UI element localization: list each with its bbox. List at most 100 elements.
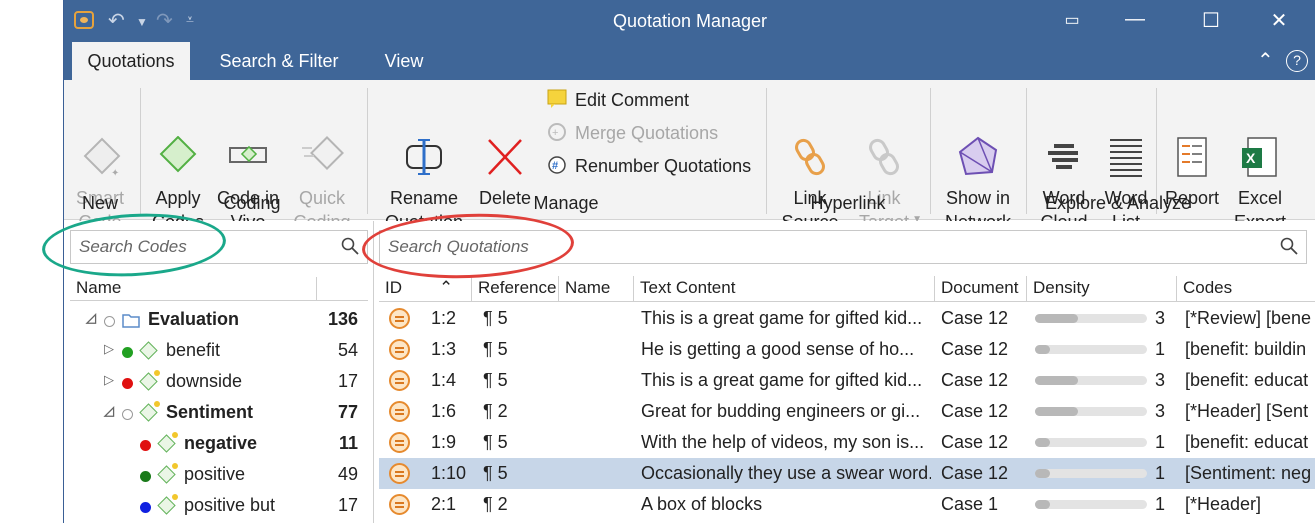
tree-item-label: Sentiment — [166, 402, 254, 422]
cell-text-content: Great for budding engineers or gi... — [641, 401, 921, 421]
word-list-icon — [1104, 112, 1148, 177]
cell-id: 1:10 — [431, 463, 467, 483]
search-icon[interactable] — [341, 237, 359, 255]
color-dot-icon — [122, 378, 133, 389]
renumber-icon: # — [547, 155, 567, 175]
ribbon: ✦ Smart Code New Apply Codes Code in Viv… — [64, 80, 1315, 232]
undo-dropdown-icon[interactable]: ▼ — [136, 15, 148, 29]
table-row[interactable]: 1:3 ¶ 5 He is getting a good sense of ho..… — [379, 334, 1315, 365]
comment-icon — [547, 89, 567, 109]
tree-item[interactable]: ▷ benefit 54 — [70, 336, 368, 367]
table-row[interactable]: 1:4 ¶ 5 This is a great game for gifted ki… — [379, 365, 1315, 396]
table-row[interactable]: 2:1 ¶ 2 A box of blocks Case 1 1 [*Header] — [379, 489, 1315, 520]
separator — [1026, 88, 1027, 214]
column-document[interactable]: Document — [935, 276, 1027, 302]
expander-icon[interactable]: ▷ — [104, 341, 114, 356]
column-name[interactable]: Name — [559, 276, 634, 302]
collapse-ribbon-icon[interactable]: ⌃ — [1257, 50, 1274, 72]
group-coding-label: Coding — [223, 193, 281, 213]
quotation-icon — [389, 494, 410, 515]
tree-item[interactable]: negative 11 — [70, 429, 368, 460]
density-fill — [1035, 469, 1050, 478]
cell-codes: [*Review] [bene — [1185, 308, 1312, 328]
density-bar — [1035, 407, 1147, 416]
expander-icon[interactable]: ◿ — [104, 403, 114, 418]
quotation-icon — [389, 401, 410, 422]
renumber-quotations-label: Renumber Quotations — [575, 156, 752, 176]
cell-text-content: This is a great game for gifted kid... — [641, 308, 923, 328]
cell-document: Case 12 — [941, 432, 1009, 452]
maximize-button[interactable]: ☐ — [1202, 10, 1220, 32]
density-fill — [1035, 345, 1050, 354]
quotations-pane: Search Quotations ID ⌃ Reference Name Tex… — [375, 221, 1315, 523]
restore-ribbon-icon[interactable]: ▭ — [1064, 12, 1080, 29]
edit-comment-button[interactable]: Edit Comment — [547, 88, 689, 112]
cell-document: Case 12 — [941, 401, 1009, 421]
table-row[interactable]: 1:10 ¶ 5 Occasionally they use a swear wor… — [379, 458, 1315, 489]
comment-marker-icon — [172, 494, 178, 500]
cell-reference: ¶ 5 — [483, 432, 508, 452]
edit-comment-label: Edit Comment — [575, 90, 690, 110]
minimize-button[interactable]: — — [1125, 8, 1145, 30]
expander-icon[interactable]: ▷ — [104, 372, 114, 387]
redo-icon[interactable]: ↷ — [156, 10, 173, 32]
tree-item-label: benefit — [166, 340, 221, 360]
tree-item[interactable]: ◿ Evaluation 136 — [70, 305, 368, 336]
column-name[interactable]: Name — [76, 278, 122, 297]
tree-item[interactable]: ▷ downside 17 — [70, 367, 368, 398]
search-codes-input[interactable]: Search Codes — [70, 230, 368, 264]
svg-text:✦: ✦ — [111, 168, 119, 179]
smart-code-button[interactable]: ✦ Smart Code — [68, 88, 132, 234]
search-codes-placeholder: Search Codes — [79, 237, 187, 256]
code-in-vivo-button[interactable]: Code in Vivo — [212, 88, 284, 234]
density-fill — [1035, 314, 1078, 323]
tab-search-filter[interactable]: Search & Filter — [219, 51, 339, 71]
expander-icon[interactable]: ◿ — [86, 310, 96, 325]
cell-text-content: He is getting a good sense of ho... — [641, 339, 915, 359]
tree-item[interactable]: positive but 17 — [70, 491, 368, 522]
table-row[interactable]: 1:2 ¶ 5 This is a great game for gifted ki… — [379, 303, 1315, 334]
column-text-content[interactable]: Text Content — [634, 276, 935, 302]
tree-item[interactable]: positive 49 — [70, 460, 368, 491]
merge-quotations-label: Merge Quotations — [575, 123, 719, 143]
table-row[interactable]: 1:9 ¶ 5 With the help of videos, my son is… — [379, 427, 1315, 458]
quotation-icon — [389, 432, 410, 453]
separator — [140, 88, 141, 214]
delete-button[interactable]: Delete — [474, 88, 536, 210]
app-icon[interactable] — [74, 11, 94, 29]
close-button[interactable]: ✕ — [1270, 10, 1288, 32]
svg-text:#: # — [552, 160, 558, 172]
column-reference[interactable]: Reference — [472, 276, 559, 302]
search-icon[interactable] — [1280, 237, 1298, 255]
codes-column-header[interactable]: Name — [70, 277, 368, 301]
tree-item[interactable]: ◿ Sentiment 77 — [70, 398, 368, 429]
code-in-vivo-icon — [226, 112, 270, 163]
cell-reference: ¶ 2 — [483, 401, 508, 421]
cell-id: 1:9 — [431, 432, 457, 452]
separator — [1156, 88, 1157, 214]
help-icon[interactable]: ? — [1286, 50, 1308, 72]
customize-quick-access-icon[interactable]: ⩡ — [186, 11, 194, 27]
search-quotations-input[interactable]: Search Quotations — [379, 230, 1307, 264]
undo-icon[interactable]: ↶ — [108, 10, 125, 32]
report-button[interactable]: Report — [1160, 88, 1224, 210]
cell-density: 1 — [1155, 432, 1166, 452]
renumber-quotations-button[interactable]: # Renumber Quotations — [547, 154, 751, 178]
density-fill — [1035, 438, 1050, 447]
column-id[interactable]: ID ⌃ — [379, 276, 472, 302]
quick-coding-icon — [300, 112, 344, 170]
cell-reference: ¶ 5 — [483, 370, 508, 390]
tab-quotations[interactable]: Quotations — [72, 42, 190, 80]
cell-document: Case 12 — [941, 370, 1009, 390]
column-codes[interactable]: Codes — [1183, 278, 1233, 297]
column-density[interactable]: Density — [1027, 276, 1177, 302]
cell-document: Case 1 — [941, 494, 999, 514]
tab-view[interactable]: View — [384, 51, 424, 71]
report-icon — [1170, 112, 1214, 177]
cell-density: 1 — [1155, 339, 1166, 359]
merge-quotations-button[interactable]: + Merge Quotations — [547, 121, 718, 145]
tree-item-count: 49 — [337, 464, 358, 484]
cell-text-content: A box of blocks — [641, 494, 763, 514]
table-row[interactable]: 1:6 ¶ 2 Great for budding engineers or gi.… — [379, 396, 1315, 427]
svg-text:X: X — [1246, 150, 1256, 166]
